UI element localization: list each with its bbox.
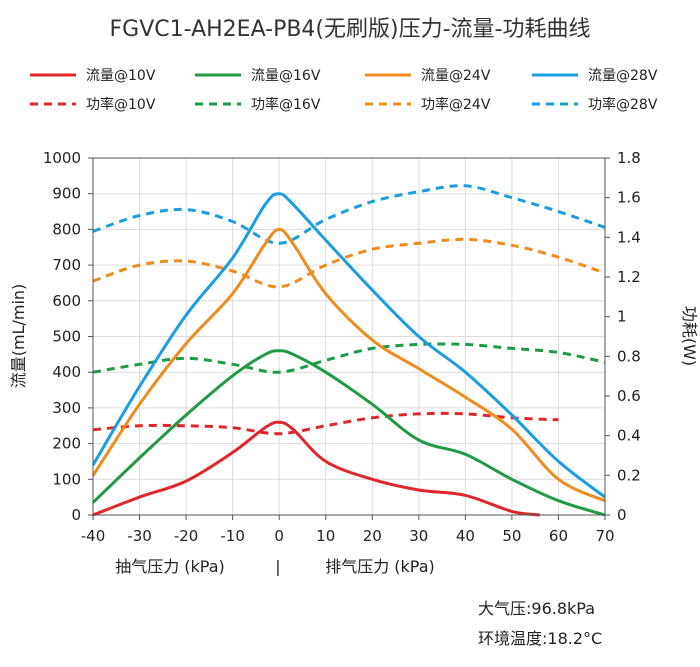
x-tick-label: 20 bbox=[363, 527, 382, 545]
y2-tick-label: 0.8 bbox=[617, 347, 641, 365]
y-tick-label: 300 bbox=[52, 399, 81, 417]
y-tick-label: 400 bbox=[52, 363, 81, 381]
y-tick-label: 0 bbox=[71, 506, 81, 524]
y2-tick-label: 0.4 bbox=[617, 427, 641, 445]
ambient-temperature-note: 环境温度:18.2°C bbox=[478, 629, 602, 648]
x-tick-label: -40 bbox=[81, 527, 106, 545]
series-line-power-6 bbox=[92, 237, 606, 289]
legend-label: 功率@28V bbox=[588, 96, 658, 113]
x-tick-label: -30 bbox=[127, 527, 152, 545]
y-axis-label: 流量(mL/min) bbox=[9, 284, 28, 389]
series-line-flow-3 bbox=[91, 192, 606, 499]
x-tick-label: 60 bbox=[549, 527, 568, 545]
legend-label: 流量@28V bbox=[588, 68, 658, 84]
y2-tick-label: 1 bbox=[617, 308, 627, 326]
x-axis-separator: | bbox=[275, 557, 280, 576]
y2-tick-label: 1.2 bbox=[617, 268, 641, 286]
y-tick-label: 800 bbox=[52, 220, 81, 238]
x-tick-label: 40 bbox=[456, 527, 475, 545]
legend-label: 流量@24V bbox=[421, 68, 491, 84]
legend-label: 功率@16V bbox=[251, 96, 321, 113]
y-tick-label: 100 bbox=[52, 470, 81, 488]
y2-tick-label: 0 bbox=[617, 506, 627, 524]
legend-label: 流量@10V bbox=[86, 68, 156, 84]
y-tick-label: 500 bbox=[52, 328, 81, 346]
y-tick-label: 700 bbox=[52, 256, 81, 274]
chart-title: FGVC1-AH2EA-PB4(无刷版)压力-流量-功耗曲线 bbox=[110, 17, 591, 42]
series-line-flow-1 bbox=[91, 349, 606, 517]
x-tick-label: -10 bbox=[220, 527, 245, 545]
series-line-flow-2 bbox=[91, 227, 606, 503]
y2-tick-label: 0.6 bbox=[617, 387, 641, 405]
y-tick-label: 200 bbox=[52, 435, 81, 453]
y2-tick-label: 1.8 bbox=[617, 149, 641, 167]
legend-label: 功率@24V bbox=[421, 96, 491, 113]
series-layer bbox=[91, 184, 606, 517]
y2-axis-label: 功耗(W) bbox=[680, 306, 699, 366]
axes: -40 -30 -20 -10 0 10 20 30 40 50 60 700100200300400… bbox=[43, 149, 641, 545]
x-tick-label: -20 bbox=[174, 527, 199, 545]
y2-tick-label: 1.6 bbox=[617, 189, 641, 207]
plot-frame bbox=[92, 157, 606, 516]
series-line-power-5 bbox=[92, 342, 606, 374]
legend: 流量@10V 流量@16V 流量@24V 流量@28V 功率@10V 功率@16V 功率@2… bbox=[30, 68, 658, 113]
series-line-flow-0 bbox=[92, 420, 540, 517]
x-axis-label-right: 排气压力 (kPa) bbox=[325, 557, 435, 576]
x-tick-label: 70 bbox=[595, 527, 614, 545]
legend-label: 功率@10V bbox=[86, 96, 156, 113]
atmospheric-pressure-note: 大气压:96.8kPa bbox=[478, 599, 595, 618]
y2-tick-label: 0.2 bbox=[617, 466, 641, 484]
y-tick-label: 900 bbox=[52, 185, 81, 203]
series-line-power-7 bbox=[92, 184, 606, 245]
x-axis-label-left: 抽气压力 (kPa) bbox=[115, 557, 225, 576]
x-tick-label: 50 bbox=[502, 527, 521, 545]
y-tick-label: 1000 bbox=[43, 149, 81, 167]
x-tick-label: 10 bbox=[316, 527, 335, 545]
legend-label: 流量@16V bbox=[251, 68, 321, 84]
y2-tick-label: 1.4 bbox=[617, 228, 641, 246]
x-tick-label: 0 bbox=[274, 527, 284, 545]
x-tick-label: 30 bbox=[409, 527, 428, 545]
y-tick-label: 600 bbox=[52, 292, 81, 310]
